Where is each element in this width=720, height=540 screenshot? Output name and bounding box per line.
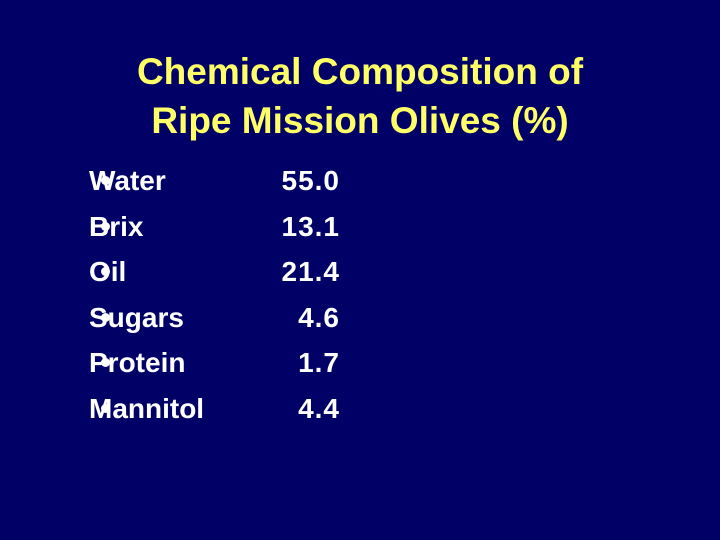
item-label: Mannitol [89,393,205,424]
list-row: Water 55.0 [0,161,720,201]
bullet [101,176,110,185]
item-value: 4.6 [298,301,340,333]
item-value: 1.7 [298,347,340,379]
list-row: Mannitol 4.4 [0,389,720,429]
item-label: Protein [89,347,186,379]
list-row: Protein 1.7 [0,343,720,383]
bullet [101,312,110,322]
title-line: Chemical Composition of [136,51,584,92]
item-label: Brix [89,210,144,242]
list-row: Sugars 4.6 [0,298,720,338]
bullet [101,404,110,413]
item-label: Water [89,165,166,196]
item-label: Sugars [89,301,184,333]
item-value: 55.0 [281,165,340,196]
bullet [101,267,110,277]
item-value: 21.4 [281,256,340,288]
item-value: 13.1 [281,210,340,242]
bullet [101,221,110,231]
list-row: Brix 13.1 [0,207,720,247]
item-value: 4.4 [298,393,340,424]
list-row: Oil 21.4 [0,252,720,292]
title-line: Ripe Mission Olives (%) [151,100,569,141]
item-label: Oil [89,256,127,288]
bullet [101,358,110,368]
